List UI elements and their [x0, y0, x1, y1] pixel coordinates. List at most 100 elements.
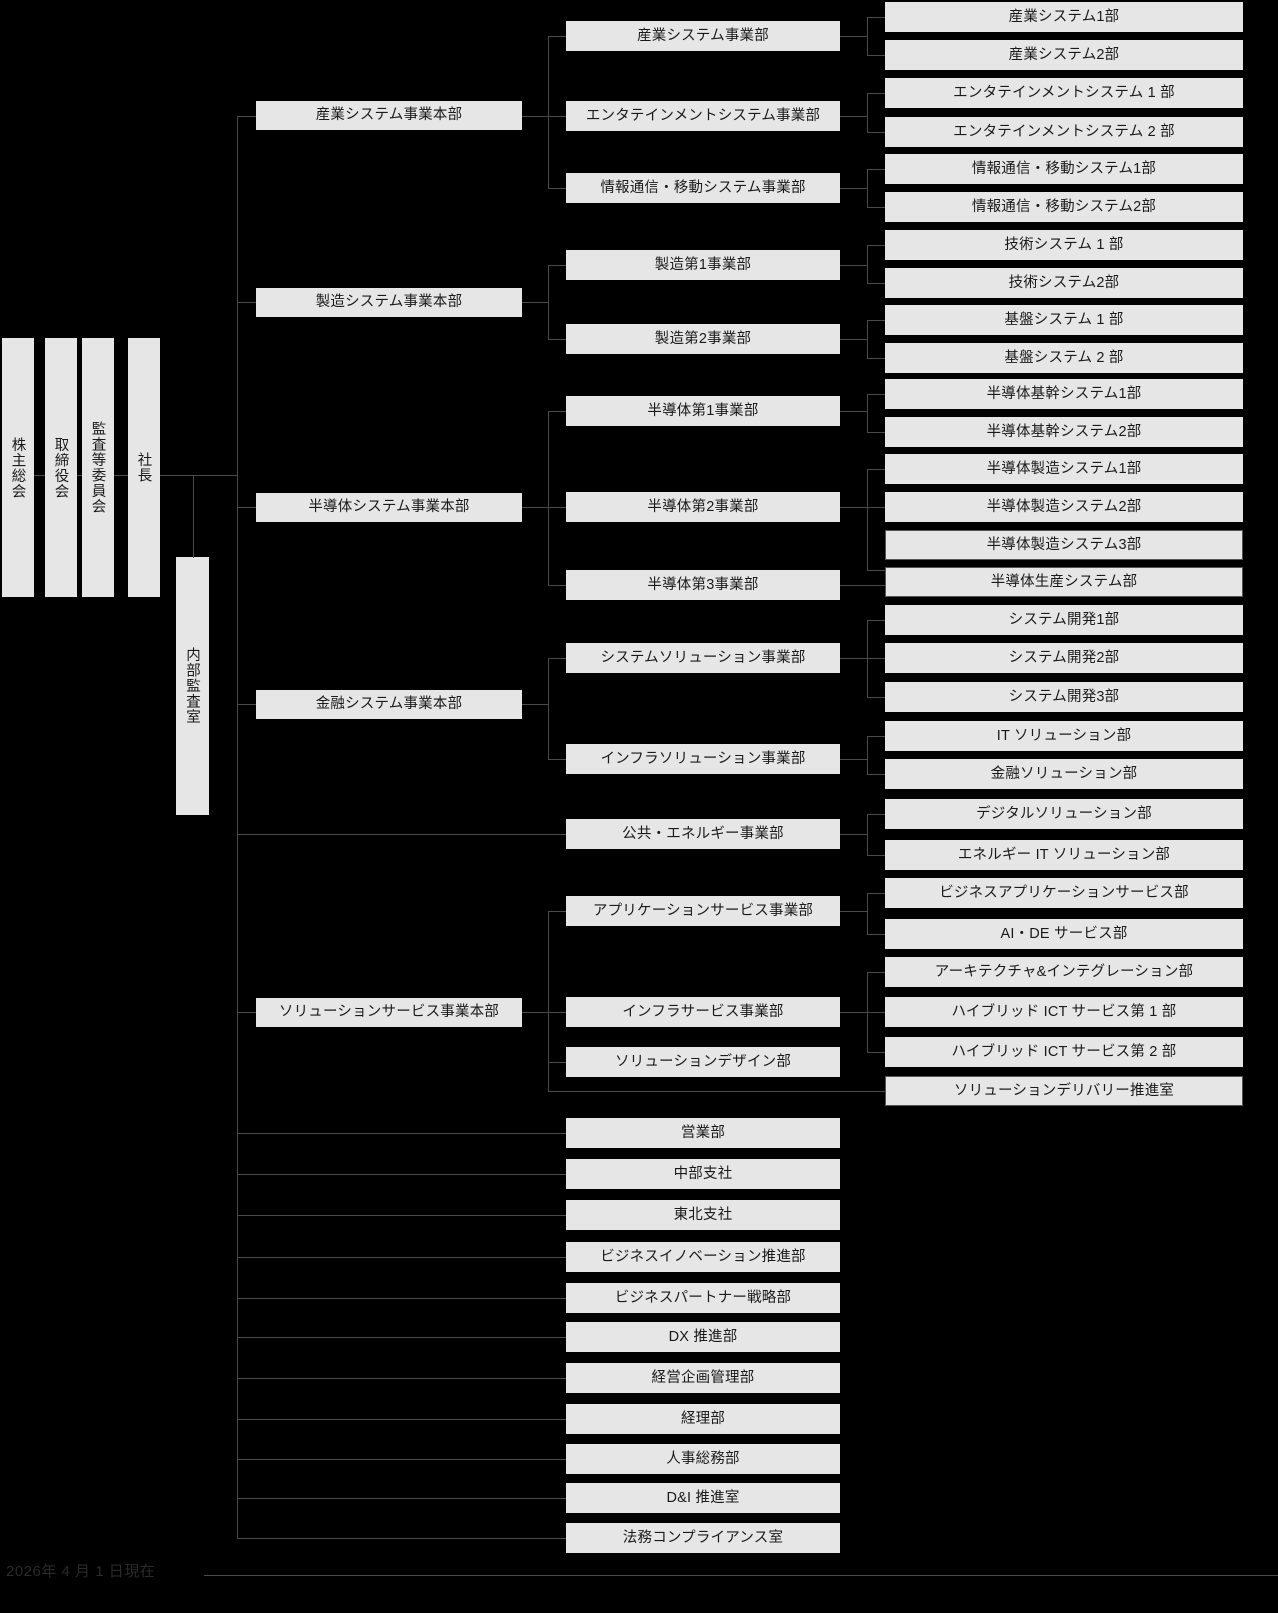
- section-box-23[interactable]: ビジネスアプリケーションサービス部: [885, 878, 1243, 908]
- connector-section-5: [867, 207, 885, 208]
- dept-box-entertainment-system[interactable]: エンタテインメントシステム事業部: [566, 101, 840, 131]
- connector-dept7-out: [840, 585, 885, 586]
- connector-section-2: [867, 93, 885, 94]
- dept-box-semiconductor-2[interactable]: 半導体第2事業部: [566, 492, 840, 522]
- section-box-5[interactable]: 情報通信・移動システム2部: [885, 192, 1243, 222]
- section-box-19[interactable]: IT ソリューション部: [885, 721, 1243, 751]
- section-box-17[interactable]: システム開発2部: [885, 643, 1243, 673]
- section-box-4[interactable]: 情報通信・移動システム1部: [885, 154, 1243, 184]
- section-box-2[interactable]: エンタテインメントシステム 1 部: [885, 78, 1243, 108]
- gov-box-shareholders-meeting[interactable]: 株主総会: [2, 338, 34, 597]
- dept-box-semiconductor-3[interactable]: 半導体第3事業部: [566, 570, 840, 600]
- corp-box-0[interactable]: 営業部: [566, 1118, 840, 1148]
- sec-trunk-9: [867, 736, 868, 775]
- corp-box-4[interactable]: ビジネスパートナー戦略部: [566, 1283, 840, 1313]
- section-box-13[interactable]: 半導体製造システム2部: [885, 492, 1243, 522]
- dept-box-system-solution[interactable]: システムソリューション事業部: [566, 643, 840, 673]
- dept-box-infra-solution[interactable]: インフラソリューション事業部: [566, 744, 840, 774]
- dept-box-telecom-mobile-system[interactable]: 情報通信・移動システム事業部: [566, 173, 840, 203]
- section-box-0[interactable]: 産業システム1部: [885, 2, 1243, 32]
- section-box-28[interactable]: ソリューションデリバリー推進室: [885, 1076, 1243, 1106]
- section-box-24[interactable]: AI・DE サービス部: [885, 919, 1243, 949]
- section-box-3[interactable]: エンタテインメントシステム 2 部: [885, 117, 1243, 147]
- section-box-20[interactable]: 金融ソリューション部: [885, 759, 1243, 789]
- corp-label: 経理部: [680, 1410, 726, 1427]
- dept-label: 産業システム事業部: [637, 27, 769, 44]
- section-label: ビジネスアプリケーションサービス部: [939, 884, 1189, 901]
- section-box-27[interactable]: ハイブリッド ICT サービス第 2 部: [885, 1037, 1243, 1067]
- section-box-6[interactable]: 技術システム 1 部: [885, 230, 1243, 260]
- section-box-10[interactable]: 半導体基幹システム1部: [885, 379, 1243, 409]
- section-box-16[interactable]: システム開発1部: [885, 605, 1243, 635]
- section-box-25[interactable]: アーキテクチャ&インテグレーション部: [885, 957, 1243, 987]
- dept-box-manufacturing-1[interactable]: 製造第1事業部: [566, 250, 840, 280]
- corp-box-9[interactable]: D&I 推進室: [566, 1483, 840, 1513]
- section-box-21[interactable]: デジタルソリューション部: [885, 799, 1243, 829]
- section-label: 技術システム 1 部: [1004, 236, 1124, 253]
- sec-trunk-10: [867, 814, 868, 855]
- connector-corp-8: [237, 1459, 566, 1460]
- gov-box-board-of-directors[interactable]: 取締役会: [45, 338, 77, 597]
- footer-rule: [204, 1575, 1278, 1576]
- connector-dept-7: [548, 585, 566, 586]
- corp-box-2[interactable]: 東北支社: [566, 1200, 840, 1230]
- connector-corp-4: [237, 1298, 566, 1299]
- corp-box-1[interactable]: 中部支社: [566, 1159, 840, 1189]
- section-box-1[interactable]: 産業システム2部: [885, 40, 1243, 70]
- connector-dept3-out: [840, 265, 867, 266]
- division-box-financial-systems[interactable]: 金融システム事業本部: [256, 690, 522, 719]
- section-label: AI・DE サービス部: [1000, 925, 1128, 942]
- section-box-18[interactable]: システム開発3部: [885, 682, 1243, 712]
- corp-box-6[interactable]: 経営企画管理部: [566, 1363, 840, 1393]
- dept-box-semiconductor-1[interactable]: 半導体第1事業部: [566, 396, 840, 426]
- connector-section-25: [867, 972, 885, 973]
- dept-box-public-energy[interactable]: 公共・エネルギー事業部: [566, 819, 840, 849]
- dept-box-infra-service[interactable]: インフラサービス事業部: [566, 997, 840, 1027]
- connector-division-1: [237, 302, 256, 303]
- gov-label: 株主総会: [9, 436, 26, 499]
- dept-box-manufacturing-2[interactable]: 製造第2事業部: [566, 324, 840, 354]
- corp-box-7[interactable]: 経理部: [566, 1404, 840, 1434]
- connector-section-9: [867, 358, 885, 359]
- section-box-22[interactable]: エネルギー IT ソリューション部: [885, 840, 1243, 870]
- connector-div0-out: [522, 116, 548, 117]
- dept-box-solution-design[interactable]: ソリューションデザイン部: [566, 1047, 840, 1077]
- section-box-8[interactable]: 基盤システム 1 部: [885, 305, 1243, 335]
- section-box-26[interactable]: ハイブリッド ICT サービス第 1 部: [885, 997, 1243, 1027]
- dept-box-industrial-system[interactable]: 産業システム事業部: [566, 21, 840, 51]
- division-box-industrial-systems[interactable]: 産業システム事業本部: [256, 101, 522, 130]
- connector-section-7: [867, 283, 885, 284]
- dept-label: アプリケーションサービス事業部: [592, 902, 814, 919]
- connector-section-16: [867, 620, 885, 621]
- corp-box-10[interactable]: 法務コンプライアンス室: [566, 1523, 840, 1553]
- section-box-11[interactable]: 半導体基幹システム2部: [885, 417, 1243, 447]
- corp-box-8[interactable]: 人事総務部: [566, 1444, 840, 1474]
- division-box-solution-services[interactable]: ソリューションサービス事業本部: [256, 998, 522, 1027]
- connector-section-19: [867, 736, 885, 737]
- section-box-15[interactable]: 半導体生産システム部: [885, 567, 1243, 597]
- subtrunk-div2: [548, 411, 549, 585]
- division-box-semiconductor-systems[interactable]: 半導体システム事業本部: [256, 493, 522, 522]
- dept-label: インフラサービス事業部: [622, 1003, 784, 1020]
- connector-corp-1: [237, 1174, 566, 1175]
- division-label: 製造システム事業本部: [315, 294, 463, 311]
- corp-box-3[interactable]: ビジネスイノベーション推進部: [566, 1242, 840, 1272]
- gov-box-internal-audit-office[interactable]: 内部監査室: [176, 557, 209, 815]
- gov-box-audit-committee[interactable]: 監査等委員会: [82, 338, 114, 597]
- dept-box-application-service[interactable]: アプリケーションサービス事業部: [566, 896, 840, 926]
- section-box-14[interactable]: 半導体製造システム3部: [885, 530, 1243, 560]
- gov-box-president[interactable]: 社長: [128, 338, 160, 597]
- section-box-12[interactable]: 半導体製造システム1部: [885, 454, 1243, 484]
- section-box-9[interactable]: 基盤システム 2 部: [885, 343, 1243, 373]
- connector-dept6-out: [840, 507, 867, 508]
- connector-president-to-audit: [193, 475, 194, 558]
- section-box-7[interactable]: 技術システム2部: [885, 268, 1243, 298]
- division-box-manufacturing-systems[interactable]: 製造システム事業本部: [256, 288, 522, 317]
- corp-label: 法務コンプライアンス室: [622, 1529, 784, 1546]
- sec-trunk-6: [867, 469, 868, 570]
- sec-trunk-1: [867, 93, 868, 133]
- corp-box-5[interactable]: DX 推進部: [566, 1322, 840, 1352]
- corp-label: 営業部: [680, 1124, 726, 1141]
- section-label: 技術システム2部: [1008, 274, 1120, 291]
